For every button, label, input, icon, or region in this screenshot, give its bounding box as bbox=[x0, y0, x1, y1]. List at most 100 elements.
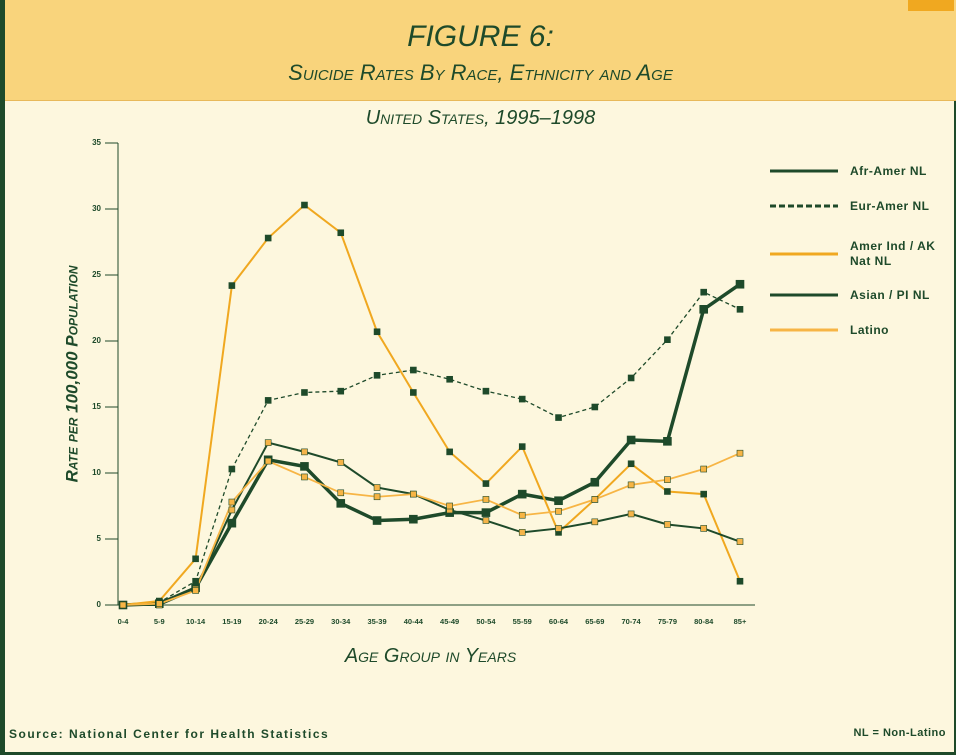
legend-label: Amer Ind / AK Nat NL bbox=[850, 239, 936, 268]
data-marker bbox=[410, 366, 417, 374]
data-marker bbox=[372, 516, 382, 525]
data-marker bbox=[446, 448, 453, 456]
data-marker bbox=[736, 449, 744, 457]
data-marker bbox=[373, 328, 381, 336]
header-tab bbox=[908, 0, 954, 11]
data-marker bbox=[119, 601, 127, 609]
data-marker bbox=[518, 395, 526, 403]
data-marker bbox=[373, 372, 381, 379]
data-marker bbox=[264, 439, 272, 446]
legend-label: Asian / PI NL bbox=[850, 287, 930, 302]
data-marker bbox=[337, 229, 345, 237]
data-marker bbox=[337, 387, 345, 395]
y-tick-label: 25 bbox=[92, 270, 101, 279]
data-marker bbox=[227, 518, 237, 528]
data-marker bbox=[518, 511, 526, 519]
data-marker bbox=[627, 460, 635, 468]
data-marker bbox=[591, 403, 599, 411]
data-marker bbox=[627, 510, 635, 518]
chart: Rate per 100,000 Population 0 5 10 15 20 25 30… bbox=[62, 138, 838, 626]
y-tick-label: 15 bbox=[92, 402, 101, 411]
data-marker bbox=[735, 279, 745, 289]
header-band bbox=[5, 0, 956, 101]
x-tick-label: 25-29 bbox=[295, 617, 314, 626]
x-tick-label: 10-14 bbox=[186, 617, 206, 626]
data-marker bbox=[700, 525, 708, 532]
y-tick-label: 20 bbox=[92, 336, 101, 345]
data-marker bbox=[555, 414, 562, 421]
data-marker bbox=[192, 577, 199, 585]
x-tick-label: 70-74 bbox=[622, 617, 642, 626]
x-tick-label: 30-34 bbox=[331, 617, 351, 626]
data-marker bbox=[664, 521, 671, 528]
chart-subtitle: Suicide Rates By Race, Ethnicity and Age bbox=[288, 60, 673, 85]
data-marker bbox=[591, 518, 599, 526]
data-marker bbox=[482, 480, 490, 487]
data-marker bbox=[264, 397, 272, 404]
y-tick-label: 5 bbox=[97, 534, 102, 543]
data-marker bbox=[228, 506, 236, 514]
data-marker bbox=[663, 437, 672, 446]
data-marker bbox=[373, 493, 381, 501]
data-marker bbox=[700, 465, 708, 473]
data-marker bbox=[192, 587, 199, 594]
x-axis-label: Age Group in Years bbox=[344, 645, 517, 667]
y-tick-label: 0 bbox=[97, 600, 102, 609]
data-marker bbox=[192, 555, 199, 563]
x-tick-label: 20-24 bbox=[259, 617, 279, 626]
data-marker bbox=[410, 389, 417, 396]
data-marker bbox=[517, 489, 527, 499]
data-marker bbox=[264, 457, 272, 465]
data-marker bbox=[700, 288, 708, 296]
data-marker bbox=[337, 489, 345, 497]
data-marker bbox=[337, 459, 345, 466]
data-marker bbox=[301, 389, 308, 396]
data-marker bbox=[446, 375, 453, 383]
data-marker bbox=[155, 600, 163, 607]
data-marker bbox=[446, 502, 453, 510]
x-tick-label: 75-79 bbox=[658, 617, 677, 626]
data-marker bbox=[228, 282, 236, 289]
data-marker bbox=[555, 507, 562, 515]
data-marker bbox=[518, 529, 526, 536]
data-marker bbox=[228, 498, 236, 506]
data-marker bbox=[373, 484, 381, 491]
data-marker bbox=[336, 499, 346, 508]
data-marker bbox=[482, 496, 490, 503]
data-marker bbox=[482, 517, 490, 524]
x-tick-label: 85+ bbox=[734, 617, 747, 626]
data-marker bbox=[482, 387, 490, 395]
source: Source: National Center for Health Stati… bbox=[9, 727, 330, 741]
legend-label: Eur-Amer NL bbox=[850, 198, 930, 213]
data-marker bbox=[554, 496, 563, 506]
data-marker bbox=[736, 538, 744, 545]
series-line bbox=[123, 441, 741, 606]
x-tick-label: 5-9 bbox=[154, 617, 165, 626]
data-marker bbox=[481, 508, 491, 517]
chart-caption: United States, 1995–1998 bbox=[365, 107, 596, 129]
data-marker bbox=[664, 336, 671, 343]
x-tick-label: 35-39 bbox=[367, 617, 386, 626]
data-marker bbox=[264, 234, 272, 242]
data-marker bbox=[228, 465, 236, 473]
x-tick-label: 55-59 bbox=[513, 617, 532, 626]
x-tick-label: 40-44 bbox=[404, 617, 424, 626]
data-marker bbox=[627, 374, 635, 382]
data-marker bbox=[700, 490, 708, 498]
x-tick-label: 50-54 bbox=[476, 617, 496, 626]
data-marker bbox=[590, 477, 600, 487]
data-marker bbox=[300, 462, 309, 471]
x-tick-label: 65-69 bbox=[585, 617, 604, 626]
data-marker bbox=[591, 496, 599, 503]
series-line bbox=[122, 282, 741, 607]
series-line bbox=[122, 291, 741, 606]
data-marker bbox=[409, 514, 418, 524]
data-marker bbox=[301, 201, 308, 209]
data-marker bbox=[664, 488, 671, 495]
chart-title: FIGURE 6: bbox=[407, 20, 554, 53]
note: NL = Non-Latino bbox=[853, 727, 946, 739]
y-tick-label: 10 bbox=[92, 468, 101, 477]
y-tick-label: 30 bbox=[92, 204, 101, 213]
x-tick-label: 0-4 bbox=[118, 617, 130, 626]
